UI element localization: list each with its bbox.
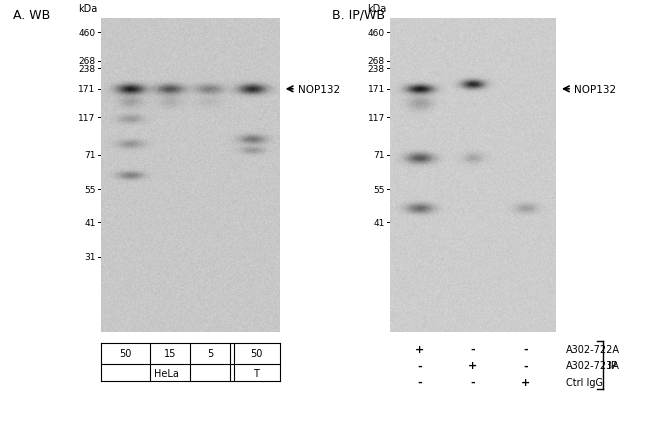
Text: kDa: kDa [78, 3, 98, 14]
Text: 460: 460 [368, 29, 385, 38]
Text: 71: 71 [84, 151, 96, 160]
Text: 41: 41 [84, 218, 96, 227]
Text: -: - [524, 360, 528, 371]
Text: 31: 31 [84, 253, 96, 262]
Text: 50: 50 [119, 348, 131, 359]
Text: 238: 238 [79, 65, 96, 74]
Text: HeLa: HeLa [155, 368, 179, 378]
Text: A. WB: A. WB [13, 9, 50, 21]
Text: 15: 15 [164, 348, 176, 359]
Text: 55: 55 [84, 185, 96, 194]
Text: B. IP/WB: B. IP/WB [332, 9, 385, 21]
Text: -: - [417, 377, 422, 387]
Text: NOP132: NOP132 [574, 85, 616, 95]
Text: 117: 117 [78, 113, 96, 122]
Text: 268: 268 [368, 57, 385, 66]
Text: A302-723A: A302-723A [566, 360, 619, 371]
Text: 71: 71 [373, 151, 385, 160]
Text: 238: 238 [368, 65, 385, 74]
Text: -: - [524, 344, 528, 354]
Text: 171: 171 [78, 85, 96, 94]
Text: IP: IP [608, 360, 617, 371]
Text: 55: 55 [373, 185, 385, 194]
Text: 50: 50 [251, 348, 263, 359]
Text: 268: 268 [79, 57, 96, 66]
Text: Ctrl IgG: Ctrl IgG [566, 377, 603, 387]
Text: 117: 117 [367, 113, 385, 122]
Text: +: + [468, 360, 478, 371]
Text: -: - [471, 377, 475, 387]
Text: 171: 171 [367, 85, 385, 94]
Text: NOP132: NOP132 [298, 85, 340, 95]
Text: +: + [521, 377, 530, 387]
Text: 5: 5 [207, 348, 213, 359]
Text: +: + [415, 344, 424, 354]
Text: 460: 460 [79, 29, 96, 38]
Text: -: - [417, 360, 422, 371]
Text: A302-722A: A302-722A [566, 344, 619, 354]
Text: T: T [254, 368, 259, 378]
Text: 41: 41 [373, 218, 385, 227]
Text: kDa: kDa [367, 3, 387, 14]
Text: -: - [471, 344, 475, 354]
